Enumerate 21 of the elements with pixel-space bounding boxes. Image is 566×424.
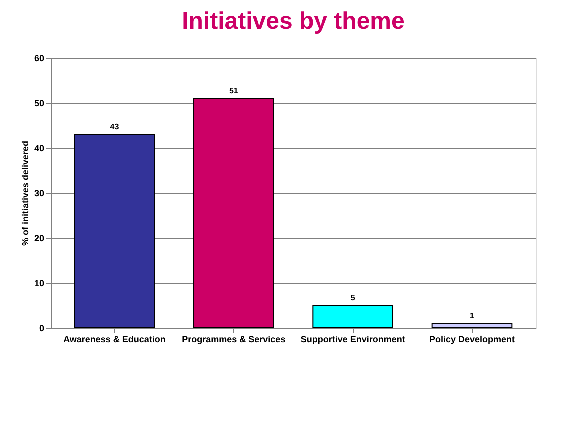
y-tick-label: 20 [34, 234, 44, 244]
y-tick-label: 30 [34, 188, 44, 198]
bar [432, 323, 513, 328]
y-tick-label: 60 [34, 54, 44, 64]
x-tick-label: Programmes & Services [182, 334, 286, 344]
y-tick-label: 0 [39, 324, 44, 334]
y-axis-title: % of initiatives delivered [20, 140, 30, 246]
bar [74, 134, 156, 328]
data-label: 43 [110, 122, 120, 132]
x-tick-label: Awareness & Education [64, 334, 166, 344]
data-label: 5 [350, 294, 356, 302]
x-tick-label: Policy Development [429, 334, 516, 344]
bar [194, 98, 274, 328]
chart-title: Initiatives by theme [182, 8, 405, 35]
y-tick-label: 40 [34, 144, 44, 154]
data-label: 1 [470, 312, 476, 320]
bar [312, 305, 394, 328]
y-tick-label: 10 [34, 278, 44, 288]
x-tick-label: Supportive Environment [300, 334, 406, 344]
y-tick-label: 50 [34, 98, 44, 108]
data-label: 51 [229, 86, 239, 96]
